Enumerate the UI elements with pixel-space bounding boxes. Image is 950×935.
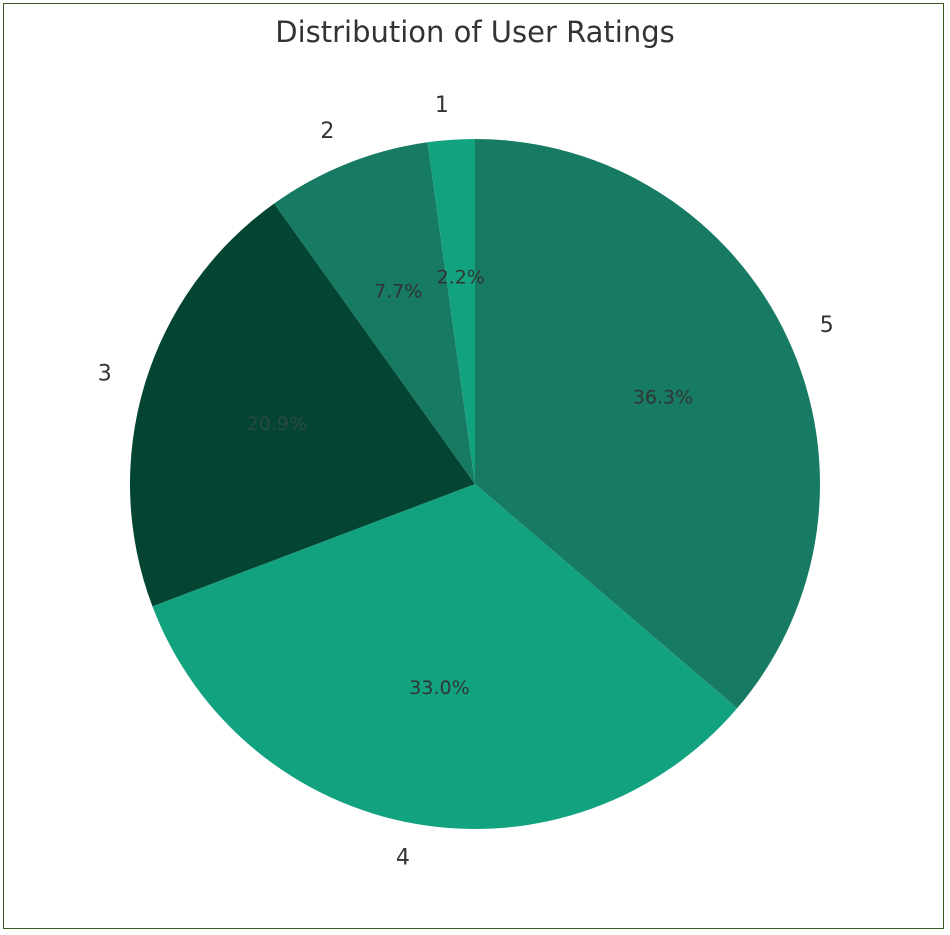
percent-label-5: 36.3% (633, 386, 693, 408)
pie-slices (130, 139, 821, 830)
percent-label-3: 20.9% (247, 413, 307, 435)
pie-slice-5 (475, 139, 821, 709)
percent-label-4: 33.0% (409, 677, 469, 699)
pie-category-labels: 5 4 3 2 1 (98, 93, 834, 870)
pie-percent-labels: 36.3% 33.0% 20.9% 7.7% 2.2% (247, 266, 694, 698)
pie-slice-3 (130, 203, 475, 607)
pie-slice-1 (427, 139, 475, 484)
category-label-1: 1 (435, 93, 449, 118)
percent-label-1: 2.2% (437, 266, 485, 288)
category-label-3: 3 (98, 362, 112, 387)
percent-label-2: 7.7% (374, 281, 422, 303)
pie-slice-2 (274, 142, 475, 484)
category-label-4: 4 (396, 845, 410, 870)
category-label-5: 5 (820, 313, 834, 338)
pie-slice-4 (152, 484, 738, 830)
category-label-2: 2 (320, 119, 334, 144)
chart-title: Distribution of User Ratings (275, 15, 675, 49)
